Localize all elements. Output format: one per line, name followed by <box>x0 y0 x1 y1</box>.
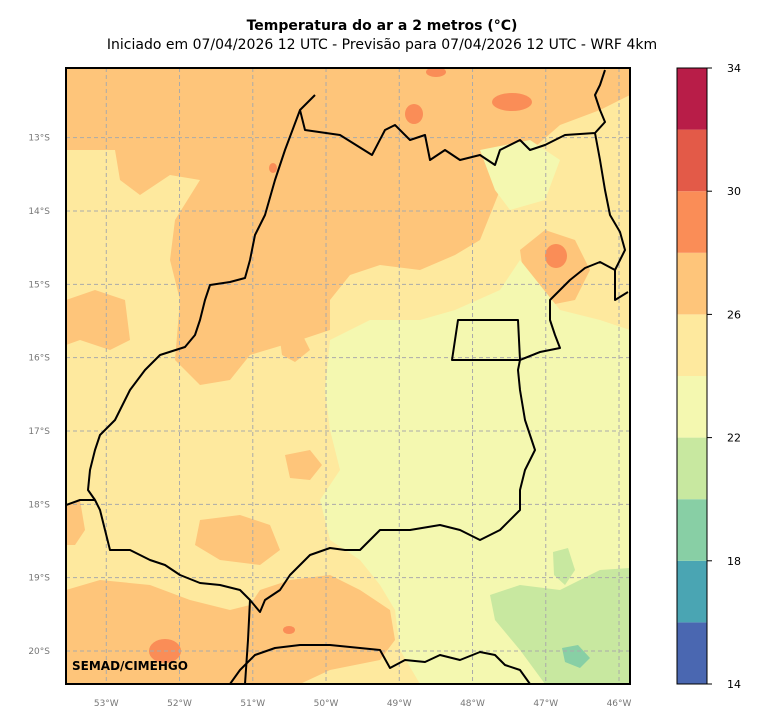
longitude-label: 46°W <box>607 699 632 709</box>
mato-grosso-south <box>66 499 95 506</box>
map-frame <box>65 67 631 685</box>
colorbar <box>677 68 707 684</box>
colorbar-frame <box>676 67 708 685</box>
credit-label: SEMAD/CIMEHGO <box>72 659 188 673</box>
temp-band-26-28-southcenter <box>195 515 280 565</box>
temp-band-28-30-g <box>269 163 277 173</box>
map-subtitle: Iniciado em 07/04/2026 12 UTC - Previsão… <box>106 37 658 53</box>
longitude-labels: 53°W 52°W 51°W 50°W 49°W 48°W 47°W 46°W <box>94 699 632 709</box>
map-title: Temperatura do ar a 2 metros (°C) <box>246 18 518 34</box>
colorbar-segment <box>677 499 707 561</box>
longitude-label: 49°W <box>387 699 412 709</box>
temp-band-26-28-spot1 <box>285 450 322 480</box>
colorbar-tick-label: 34 <box>727 62 741 75</box>
latitude-label: 18°S <box>28 500 50 510</box>
latitude-labels: 13°S 14°S 15°S 16°S 17°S 18°S 19°S 20°S <box>28 134 50 657</box>
colorbar-segment <box>677 314 707 376</box>
temp-band-22-24-north <box>480 140 560 210</box>
latitude-label: 13°S <box>28 134 50 144</box>
goias-boundary <box>87 69 629 613</box>
latitude-label: 15°S <box>28 280 50 290</box>
colorbar-tick-label: 14 <box>727 678 741 691</box>
temp-band-28-30-f <box>283 626 295 634</box>
colorbar-segment <box>677 129 707 192</box>
colorbar-segment <box>677 560 707 623</box>
temp-band-28-30-d <box>545 244 567 268</box>
colorbar-labels: 34 30 26 22 18 14 <box>707 62 741 691</box>
minas-southwest <box>229 644 531 684</box>
temp-band-26-28-south <box>66 575 395 684</box>
colorbar-tick-label: 26 <box>727 308 741 321</box>
temperature-field <box>66 68 630 684</box>
temp-band-20-22 <box>490 568 630 684</box>
longitude-label: 50°W <box>314 699 339 709</box>
longitude-label: 51°W <box>240 699 265 709</box>
longitude-label: 52°W <box>167 699 192 709</box>
map-gridlines <box>66 68 630 684</box>
latitude-label: 17°S <box>28 427 50 437</box>
latitude-label: 20°S <box>28 647 50 657</box>
longitude-label: 47°W <box>533 699 558 709</box>
parana-river <box>244 599 251 684</box>
federal-district <box>451 319 521 361</box>
latitude-label: 14°S <box>28 207 50 217</box>
temp-band-26-28-north <box>66 68 630 385</box>
temp-band-28-30-c <box>426 68 446 77</box>
colorbar-segment <box>677 191 707 253</box>
colorbar-segment <box>677 376 707 438</box>
colorbar-segment <box>677 622 707 684</box>
temp-band-26-28-spot2 <box>280 330 310 362</box>
colorbar-tick-label: 18 <box>727 555 741 568</box>
temp-band-20-22-spot <box>553 548 575 585</box>
colorbar-segment <box>677 437 707 500</box>
minas-boundary <box>519 351 541 361</box>
temp-band-26-28-west2 <box>66 500 85 545</box>
latitude-label: 16°S <box>28 354 50 364</box>
colorbar-segment <box>677 252 707 315</box>
temp-band-28-30-a <box>492 93 532 111</box>
state-boundaries <box>66 69 629 684</box>
temp-band-18-20 <box>562 645 590 668</box>
colorbar-tick-label: 22 <box>727 432 741 445</box>
latitude-label: 19°S <box>28 574 50 584</box>
temp-band-26-28-west <box>66 290 130 350</box>
longitude-label: 53°W <box>94 699 119 709</box>
longitude-label: 48°W <box>460 699 485 709</box>
temp-band-28-30-b <box>405 104 423 124</box>
colorbar-tick-label: 30 <box>727 185 741 198</box>
colorbar-segment <box>677 68 707 130</box>
